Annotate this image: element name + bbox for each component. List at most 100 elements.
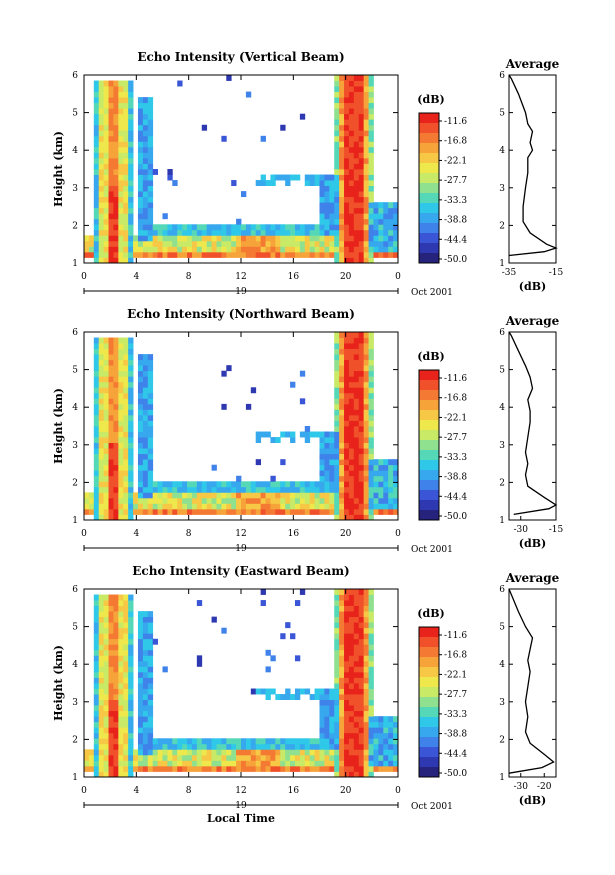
heatmap-cell (123, 420, 129, 427)
heatmap-cell (368, 387, 374, 394)
heatmap-cell (123, 721, 129, 728)
average-title: Average (505, 314, 560, 328)
heatmap-cell (103, 732, 109, 739)
heatmap-cell (103, 470, 109, 477)
heatmap-cell (294, 492, 301, 499)
heatmap-cell (142, 431, 149, 438)
heatmap-cell (368, 426, 374, 432)
heatmap-cell (363, 381, 369, 388)
heatmap-cell (358, 354, 365, 361)
heatmap-cell (177, 246, 183, 253)
heatmap-cell (221, 246, 227, 253)
heatmap-cell (201, 240, 208, 247)
heatmap-cell (103, 727, 109, 734)
heatmap-cell (260, 135, 266, 142)
heatmap-cell (196, 508, 203, 515)
heatmap-cell (363, 644, 369, 651)
heatmap-cell (191, 240, 198, 247)
heatmap-cell (118, 508, 124, 515)
heatmap-cell (118, 169, 124, 175)
heatmap-cell (319, 694, 325, 700)
heatmap-cell (285, 251, 291, 258)
heatmap-cell (368, 354, 374, 361)
heatmap-cell (353, 376, 360, 383)
heatmap-cell (353, 163, 360, 170)
heatmap-cell (113, 180, 119, 186)
heatmap-cell (324, 431, 330, 438)
heatmap-cell (275, 481, 281, 488)
heatmap-cell (118, 91, 124, 98)
heatmap-cell (118, 594, 124, 601)
heatmap-cell (118, 398, 124, 405)
heatmap-cell (98, 163, 105, 170)
heatmap-cell (265, 754, 271, 761)
heatmap-cell (226, 365, 232, 372)
average-y-tick-label: 5 (499, 623, 505, 633)
heatmap-cell (290, 743, 296, 750)
heatmap-cell (128, 437, 134, 443)
heatmap-cell (344, 246, 350, 253)
heatmap-cell (363, 611, 369, 618)
heatmap-cell (147, 420, 154, 427)
heatmap-cell (344, 218, 350, 225)
heatmap-cell (103, 710, 109, 717)
heatmap-cell (103, 671, 109, 678)
heatmap-cell (393, 475, 399, 482)
heatmap-cell (187, 235, 193, 242)
heatmap-cell (334, 677, 340, 684)
heatmap-cell (250, 760, 257, 767)
heatmap-cell (196, 738, 203, 745)
heatmap-cell (137, 196, 144, 203)
heatmap-cell (363, 694, 369, 700)
heatmap-cell (348, 683, 355, 689)
average-y-tick-label: 1 (499, 516, 505, 526)
heatmap-cell (393, 497, 399, 504)
heatmap-cell (334, 376, 340, 383)
heatmap-cell (221, 224, 227, 231)
y-tick-label: 4 (72, 660, 78, 670)
heatmap-cell (93, 229, 100, 236)
heatmap-cell (147, 677, 154, 684)
heatmap-cell (348, 743, 355, 750)
heatmap-cell (113, 771, 119, 778)
heatmap-cell (299, 431, 306, 438)
heatmap-cell (329, 448, 335, 455)
heatmap-cell (348, 481, 355, 488)
heatmap-cell (137, 655, 144, 662)
heatmap-cell (314, 743, 320, 750)
average-x-tick-label: -30 (514, 525, 529, 535)
heatmap-cell (226, 743, 232, 750)
heatmap-cell (344, 660, 350, 667)
heatmap-cell (98, 754, 105, 761)
heatmap-cell (358, 141, 365, 148)
heatmap-cell (108, 191, 114, 198)
heatmap-cell (245, 251, 252, 258)
heatmap-cell (280, 251, 286, 258)
heatmap-cell (128, 218, 134, 225)
heatmap-cell (113, 113, 119, 120)
heatmap-cell (128, 337, 134, 344)
heatmap-cell (128, 655, 134, 662)
heatmap-cell (348, 191, 355, 198)
heatmap-cell (133, 246, 139, 253)
heatmap-cell (383, 503, 389, 510)
heatmap-cell (339, 716, 345, 723)
x-tick-label: 12 (235, 529, 246, 539)
heatmap-cell (324, 229, 330, 236)
heatmap-cell (201, 124, 208, 131)
heatmap-cell (182, 492, 188, 499)
heatmap-cell (368, 644, 374, 651)
heatmap-cell (128, 481, 134, 488)
average-y-tick-label: 3 (499, 698, 505, 708)
heatmap-cell (128, 191, 134, 198)
heatmap-cell (334, 381, 340, 388)
x-tick-label: 16 (288, 786, 300, 796)
heatmap-cell (348, 655, 355, 662)
heatmap-cell (373, 716, 379, 723)
heatmap-cell (113, 370, 119, 377)
panel-2: Echo Intensity (Northward Beam)123456Hei… (52, 307, 564, 555)
heatmap-cell (294, 503, 301, 510)
heatmap-cell (255, 492, 262, 499)
heatmap-cell (304, 508, 311, 515)
heatmap-cell (137, 240, 144, 247)
